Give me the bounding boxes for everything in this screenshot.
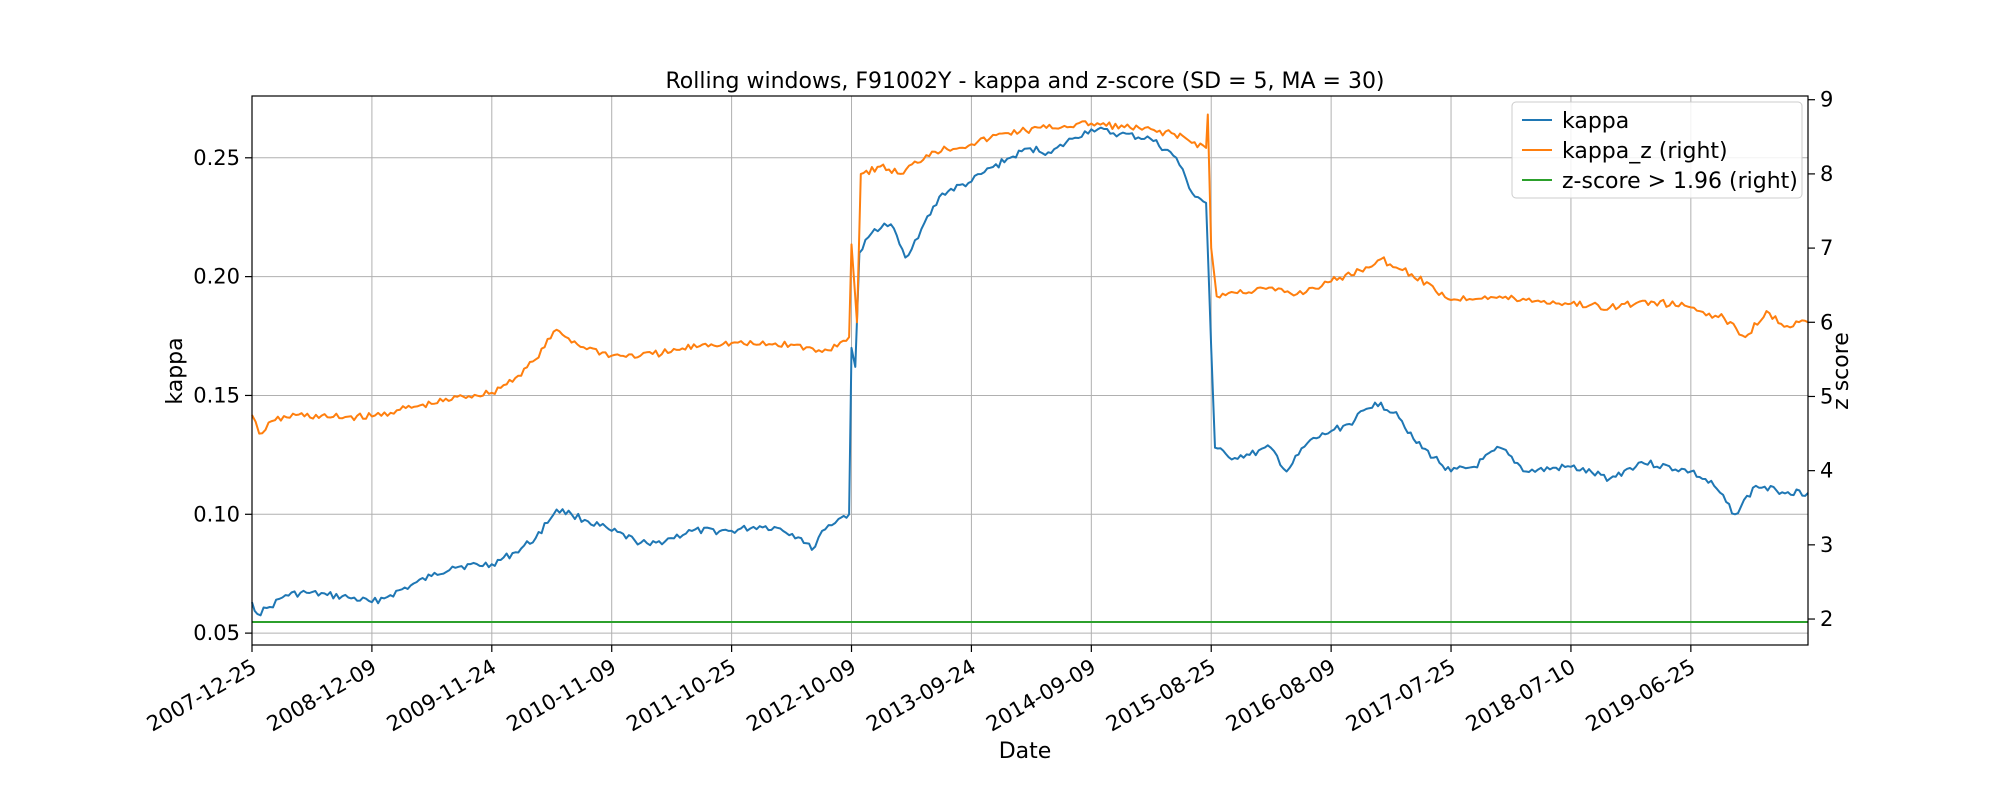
x-tick-label: 2019-06-25 — [1582, 655, 1700, 737]
x-tick-label: 2009-11-24 — [383, 655, 501, 737]
y-right-tick-label: 9 — [1820, 88, 1833, 112]
y-tick-label: 0.10 — [193, 502, 240, 526]
legend-box — [1511, 101, 1803, 199]
x-tick-label: 2012-10-09 — [742, 655, 860, 737]
x-tick-label: 2011-10-25 — [622, 655, 740, 737]
y-right-axis-label: z score — [1829, 332, 1854, 410]
y-right-tick-label: 7 — [1820, 236, 1833, 260]
x-axis-label: Date — [999, 739, 1052, 764]
y-right-tick-label: 6 — [1820, 310, 1833, 334]
legend: kappa kappa_z (right) z-score > 1.96 (righ… — [1511, 101, 1803, 199]
x-tick-label: 2015-08-25 — [1102, 655, 1220, 737]
x-tick-label: 2013-09-24 — [862, 655, 980, 737]
y-axis-ticks: 0.05 0.10 0.15 0.20 0.25 — [193, 146, 252, 645]
x-tick-label: 2014-09-09 — [982, 655, 1100, 737]
y-tick-label: 0.15 — [193, 383, 240, 407]
y-tick-label: 0.05 — [193, 621, 240, 645]
y-tick-label: 0.20 — [193, 265, 240, 289]
x-tick-label: 2016-08-09 — [1222, 655, 1340, 737]
x-tick-label: 2008-12-09 — [263, 655, 381, 737]
x-tick-label: 2017-07-25 — [1342, 655, 1460, 737]
x-tick-label: 2018-07-10 — [1462, 655, 1580, 737]
plot-frame — [251, 95, 1809, 646]
y-right-tick-label: 3 — [1820, 533, 1833, 557]
chart-title: Rolling windows, F91002Y - kappa and z-s… — [665, 69, 1384, 94]
legend-entry: kappa_z (right) — [1562, 139, 1728, 164]
x-tick-label: 2007-12-25 — [143, 655, 261, 737]
y-right-tick-label: 8 — [1820, 162, 1833, 186]
series-lines — [251, 113, 1809, 623]
x-axis-ticks: 2007-12-25 2008-12-09 2009-11-24 2010-11-09… — [143, 645, 1700, 737]
series-line-0 — [251, 126, 1809, 617]
legend-entry: kappa — [1562, 109, 1629, 134]
y-right-axis-ticks: 2 3 4 5 6 7 8 9 — [1808, 88, 1833, 631]
y-right-tick-label: 5 — [1820, 384, 1833, 408]
y-axis-label: kappa — [163, 337, 188, 404]
y-right-tick-label: 2 — [1820, 607, 1833, 631]
x-tick-label: 2010-11-09 — [503, 655, 621, 737]
legend-entry: z-score > 1.96 (right) — [1562, 169, 1798, 194]
series-line-1 — [251, 113, 1809, 435]
y-right-tick-label: 4 — [1820, 459, 1833, 483]
y-tick-label: 0.25 — [193, 146, 240, 170]
